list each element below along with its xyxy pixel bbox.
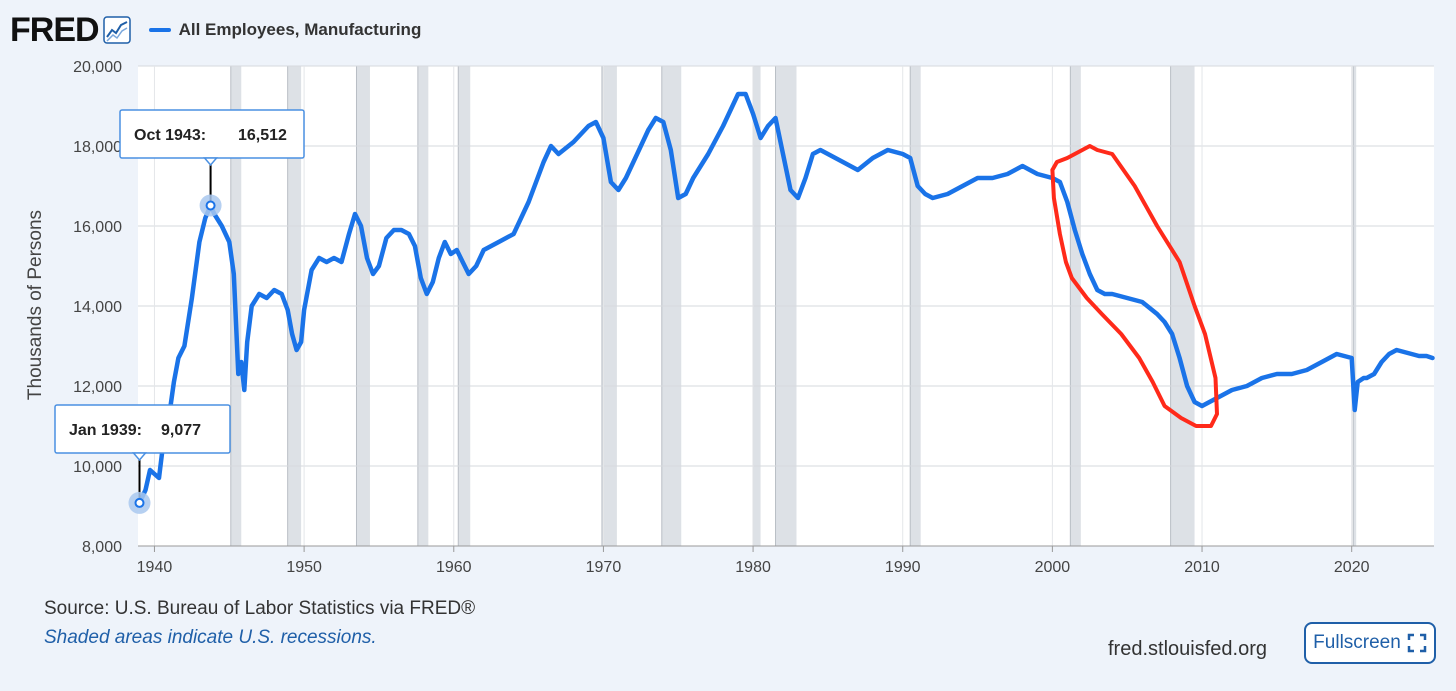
x-tick-label: 1970: [586, 559, 622, 576]
y-tick-label: 10,000: [73, 459, 122, 476]
y-tick-label: 18,000: [73, 139, 122, 156]
y-axis: 8,000 10,000 12,000 14,000 16,000 18,000 20,00…: [73, 59, 122, 556]
x-tick-label: 2000: [1035, 559, 1071, 576]
y-tick-label: 16,000: [73, 219, 122, 236]
y-tick-label: 8,000: [82, 539, 122, 556]
tooltip-pointer: [131, 452, 148, 462]
tooltip-date: Jan 1939:: [69, 422, 142, 439]
x-tick-label: 1960: [436, 559, 472, 576]
recession-note: Shaded areas indicate U.S. recessions.: [44, 627, 377, 648]
chart-header: FRED All Employees, Manufacturing: [10, 12, 421, 48]
legend-label: All Employees, Manufacturing: [178, 20, 422, 39]
tooltip-value: 9,077: [161, 422, 201, 439]
x-tick-label: 2010: [1184, 559, 1220, 576]
x-tick-label: 1950: [286, 559, 322, 576]
chart-line-icon: [102, 16, 131, 44]
x-tick-label: 1990: [885, 559, 921, 576]
hover-point: [205, 200, 216, 211]
tooltip-group: Oct 1943: 16,512 Jan 1939: 9,077: [54, 109, 305, 514]
hover-point: [134, 497, 145, 508]
x-axis: 1940 1950 1960 1970 1980 1990 2000 2010 2020: [137, 545, 1434, 576]
tooltip-pointer: [202, 157, 219, 167]
y-axis-label: Thousands of Persons: [25, 210, 46, 400]
y-tick-label: 20,000: [73, 59, 122, 76]
expand-icon: [1407, 633, 1427, 653]
x-tick-label: 1940: [137, 559, 173, 576]
y-tick-label: 12,000: [73, 379, 122, 396]
x-tick-label: 1980: [735, 559, 771, 576]
tooltip-value: 16,512: [238, 127, 287, 144]
legend-swatch: [148, 28, 171, 32]
fullscreen-label: Fullscreen: [1313, 632, 1401, 653]
fullscreen-button[interactable]: Fullscreen: [1304, 622, 1436, 664]
annotation-group: [1050, 144, 1219, 428]
fred-logo[interactable]: FRED: [10, 11, 100, 49]
annotation-ellipse: [1050, 144, 1219, 428]
source-text: Source: U.S. Bureau of Labor Statistics …: [44, 598, 476, 619]
y-tick-label: 14,000: [73, 299, 122, 316]
x-tick-label: 2020: [1334, 559, 1370, 576]
series-line: [137, 91, 1435, 506]
tooltip-date: Oct 1943:: [134, 127, 206, 144]
site-url[interactable]: fred.stlouisfed.org: [1108, 638, 1267, 660]
line-chart: 1940 1950 1960 1970 1980 1990 2000 2010 2020 8,0…: [25, 59, 1435, 576]
series-group: [137, 91, 1435, 506]
